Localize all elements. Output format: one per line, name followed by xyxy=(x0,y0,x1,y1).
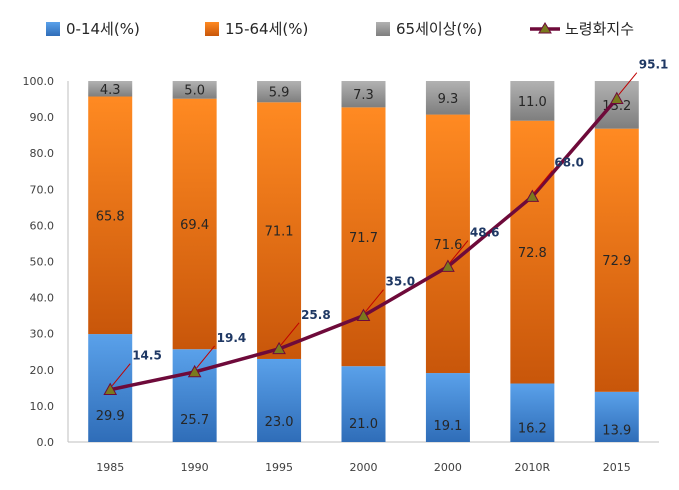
aging-index-value-label: 14.5 xyxy=(132,349,162,363)
bar-segment-15-64 xyxy=(257,102,302,359)
bar-segment-0-14 xyxy=(257,358,302,442)
bar-segment-15-64 xyxy=(88,96,133,335)
segment-value-label: 16.2 xyxy=(518,421,547,436)
segment-value-label: 11.0 xyxy=(518,95,547,110)
leader-line xyxy=(533,170,553,193)
y-tick-label: 40.0 xyxy=(30,292,55,305)
aging-index-marker xyxy=(103,382,118,395)
bar-segment-0-14 xyxy=(425,373,470,442)
segment-value-label: 71.7 xyxy=(349,231,378,246)
segment-value-label: 72.8 xyxy=(518,246,547,261)
x-tick-label: 2000 xyxy=(434,461,462,474)
legend-swatch xyxy=(205,22,219,36)
bar-segment-65plus xyxy=(510,81,555,121)
bar-segment-15-64 xyxy=(510,120,555,384)
segment-value-label: 21.0 xyxy=(349,417,378,432)
bar-segment-15-64 xyxy=(594,128,639,392)
aging-index-value-label: 68.0 xyxy=(554,156,584,170)
legend-swatch xyxy=(46,22,60,36)
y-tick-label: 30.0 xyxy=(30,328,55,341)
segment-value-label: 71.1 xyxy=(265,225,294,240)
x-tick-label: 2000 xyxy=(350,461,378,474)
leader-line xyxy=(280,322,300,346)
segment-value-label: 13.2 xyxy=(602,99,631,114)
aging-index-marker xyxy=(272,341,286,355)
bar-segment-65plus xyxy=(172,81,217,99)
aging-index-marker xyxy=(356,308,371,321)
bar-segment-0-14 xyxy=(510,383,555,442)
leader-line xyxy=(449,240,469,263)
segment-labels: 29.9 65.8 4.3 25.7 69.4 5.0 23.0 71.1 5.9 21.0 71.… xyxy=(96,83,632,439)
x-tick-label: 2015 xyxy=(603,461,631,474)
segment-value-label: 71.6 xyxy=(433,238,462,253)
aging-index-value-label: 95.1 xyxy=(639,58,669,72)
y-tick-label: 70.0 xyxy=(30,183,55,196)
y-tick-label: 80.0 xyxy=(30,147,55,160)
aging-index-labels: 14.5 19.4 25.8 35.0 48.6 68.0 95.1 xyxy=(111,58,669,386)
legend-swatch xyxy=(376,22,390,36)
aging-index-marker xyxy=(609,91,624,104)
bars xyxy=(88,81,639,442)
y-tick-label: 90.0 xyxy=(30,111,55,124)
x-tick-label: 2010R xyxy=(515,461,551,474)
bar-segment-0-14 xyxy=(341,366,386,442)
y-tick-label: 0.0 xyxy=(37,436,55,449)
leader-line xyxy=(618,72,638,96)
leader-line xyxy=(111,363,131,386)
legend-label: 65세이상(%) xyxy=(396,20,482,38)
legend-line-marker xyxy=(538,22,552,34)
bar-segment-65plus xyxy=(594,81,639,129)
segment-value-label: 72.9 xyxy=(602,254,631,269)
y-tick-label: 100.0 xyxy=(23,75,55,88)
segment-value-label: 29.9 xyxy=(96,409,125,424)
aging-index-marker xyxy=(525,189,540,202)
bar-segment-65plus xyxy=(425,81,470,115)
bar-segment-65plus xyxy=(341,81,386,108)
bar-segment-65plus xyxy=(257,81,302,103)
segment-value-label: 4.3 xyxy=(100,83,121,98)
aging-index-line xyxy=(103,91,624,395)
x-tick-label: 1985 xyxy=(96,461,124,474)
segment-value-label: 23.0 xyxy=(265,415,294,430)
legend-label: 0-14세(%) xyxy=(66,20,140,38)
segment-value-label: 13.9 xyxy=(602,423,631,438)
bar-segment-15-64 xyxy=(425,114,470,374)
aging-index-value-label: 19.4 xyxy=(217,331,247,345)
aging-index-marker xyxy=(441,259,455,272)
segment-value-label: 5.0 xyxy=(184,84,205,99)
legend-label: 15-64세(%) xyxy=(225,20,308,38)
y-tick-label: 50.0 xyxy=(30,256,55,269)
y-tick-label: 20.0 xyxy=(30,364,55,377)
y-tick-label: 60.0 xyxy=(30,219,55,232)
legend-label: 노령화지수 xyxy=(565,20,634,38)
bar-segment-0-14 xyxy=(172,349,217,442)
segment-value-label: 9.3 xyxy=(438,92,459,107)
aging-index-marker xyxy=(187,364,202,378)
aging-index-value-label: 25.8 xyxy=(301,308,331,322)
y-tick-label: 10.0 xyxy=(30,400,55,413)
leader-line xyxy=(196,345,216,369)
aging-index-value-label: 35.0 xyxy=(386,275,416,289)
legend: 0-14세(%) 15-64세(%) 65세이상(%) 노령화지수 xyxy=(46,20,634,38)
bar-segment-0-14 xyxy=(594,391,639,442)
bar-segment-15-64 xyxy=(172,98,217,350)
segment-value-label: 7.3 xyxy=(353,88,374,103)
segment-value-label: 19.1 xyxy=(433,419,462,434)
aging-index-value-label: 48.6 xyxy=(470,226,500,240)
segment-value-label: 25.7 xyxy=(180,413,209,428)
segment-value-label: 5.9 xyxy=(269,86,290,101)
leader-line xyxy=(365,289,384,312)
segment-value-label: 65.8 xyxy=(96,209,125,224)
bar-segment-65plus xyxy=(88,81,133,97)
x-tick-label: 1995 xyxy=(265,461,293,474)
x-tick-label: 1990 xyxy=(181,461,209,474)
segment-value-label: 69.4 xyxy=(180,218,209,233)
